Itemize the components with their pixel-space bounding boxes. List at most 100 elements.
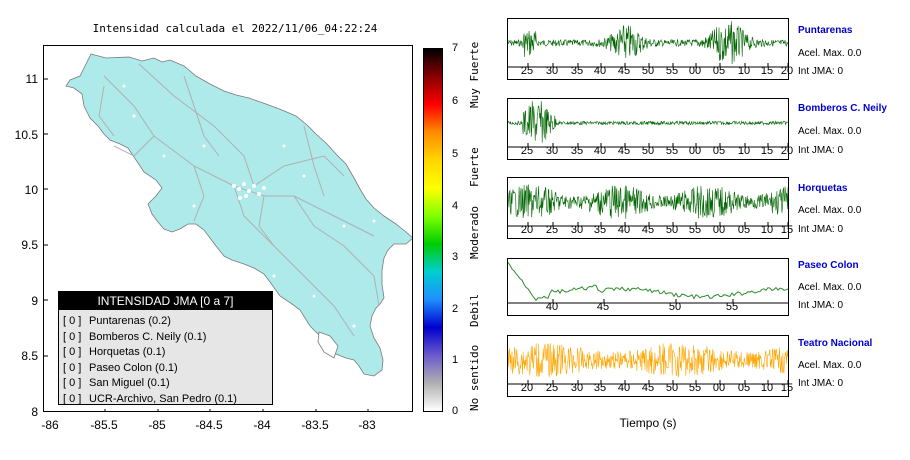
colorbar-tick: 5	[452, 148, 459, 160]
waveform-tick-label: 35	[570, 65, 584, 77]
waveform-panel	[507, 335, 789, 397]
waveform-tick-label: 25	[545, 224, 559, 236]
waveform-tick-label: 45	[617, 65, 631, 77]
colorbar-label: Debil	[468, 293, 481, 327]
waveform-tick-label: 05	[712, 145, 726, 157]
waveform-tick-label: 30	[545, 145, 559, 157]
station-accel: Acel. Max. 0.0	[798, 126, 862, 137]
waveform-tick-label: 50	[665, 224, 679, 236]
waveform-tick-label: 35	[593, 224, 607, 236]
colorbar-label: Moderado	[468, 206, 481, 260]
waveform-tick-label: 15	[760, 65, 774, 77]
waveform-tick-label: 05	[737, 382, 751, 394]
colorbar-label: No sentido	[468, 344, 481, 412]
waveform-tick-label: 55	[688, 224, 702, 236]
station-jma: Int JMA: 0	[798, 300, 844, 311]
colorbar-tick: 1	[452, 354, 459, 366]
waveform-panel	[507, 98, 789, 160]
waveform-tick-label: 35	[593, 382, 607, 394]
waveform-panel	[507, 177, 789, 239]
map-x-tick: -84.5	[195, 418, 223, 432]
waveform-tick-label: 55	[688, 382, 702, 394]
waveform-tick-label: 45	[641, 382, 655, 394]
waveform-tick-label: 55	[665, 145, 679, 157]
legend-item: [ 0 ] Paseo Colon (0.1)	[59, 361, 272, 377]
map-y-tick: 11	[25, 72, 38, 86]
station-accel: Acel. Max. 0.0	[798, 48, 862, 59]
waveform-tick-label: 10	[760, 224, 774, 236]
colorbar-tick: 3	[452, 251, 459, 263]
legend-item-level: [ 0 ]	[63, 330, 82, 343]
colorbar-label: Fuerte	[468, 147, 481, 187]
waveform-tick-label: 55	[725, 301, 739, 313]
legend-item-label: Bomberos C. Neily (0.1)	[89, 330, 207, 343]
waveform-tick-label: 40	[593, 145, 607, 157]
legend-item-level: [ 0 ]	[63, 377, 82, 389]
waveform-tick-label: 00	[688, 65, 702, 77]
colorbar-tick: 7	[452, 42, 459, 54]
waveform-trace	[508, 21, 788, 68]
station-name: Puntarenas	[798, 25, 853, 36]
waveform-tick-label: 50	[665, 382, 679, 394]
road-network	[98, 63, 380, 337]
waveform-line	[508, 262, 788, 302]
legend-item: [ 0 ] San Miguel (0.1)	[59, 376, 272, 392]
colorbar-tick: 6	[452, 95, 459, 107]
station-jma: Int JMA: 0	[798, 378, 844, 389]
waveform-tick-label: 20	[520, 382, 534, 394]
waveform-tick-label: 30	[570, 382, 584, 394]
map-x-tick: -83	[358, 418, 376, 432]
map-y-tick: 10.5	[14, 128, 38, 142]
station-accel: Acel. Max. 0.0	[798, 360, 862, 371]
waveform-tick-label: 00	[688, 145, 702, 157]
waveform-tick-label: 35	[570, 145, 584, 157]
waveform-tick-label: 20	[520, 224, 534, 236]
station-name: Horquetas	[798, 183, 848, 194]
waveform-tick-label: 40	[545, 301, 559, 313]
legend-item-level: [ 0 ]	[63, 346, 82, 358]
waveform-trace	[508, 184, 788, 227]
costa-rica-map	[44, 53, 412, 411]
legend-item-level: [ 0 ]	[63, 315, 82, 327]
waveform-tick-label: 20	[780, 145, 794, 157]
legend-item-label: Horquetas (0.1)	[89, 346, 166, 358]
map-x-tick: -84	[253, 418, 271, 432]
waveform-tick-label: 30	[570, 224, 584, 236]
intensity-legend: INTENSIDAD JMA [0 a 7] [ 0 ] Puntarenas (…	[58, 291, 273, 405]
waveform-tick-label: 25	[520, 65, 534, 77]
waveform-tick-label: 45	[617, 145, 631, 157]
waveform-trace	[508, 343, 788, 385]
colorbar-tick: 0	[452, 405, 459, 417]
waveform-trace	[508, 101, 788, 148]
legend-item-label: Paseo Colon (0.1)	[89, 361, 178, 374]
legend-item-label: Puntarenas (0.2)	[89, 315, 171, 327]
waveform-tick-label: 10	[760, 382, 774, 394]
waveform-line	[508, 101, 788, 143]
waveform-tick-label: 00	[712, 224, 726, 236]
waveform-tick-label: 40	[617, 382, 631, 394]
waveform-tick-label: 20	[780, 65, 794, 77]
waveform-tick-label: 50	[668, 301, 682, 313]
waveform-tick-label: 15	[780, 382, 794, 394]
intensity-colorbar	[423, 48, 443, 412]
waveform-tick-label: 25	[520, 145, 534, 157]
waveform-panel	[507, 18, 789, 80]
legend-item: [ 0 ] Horquetas (0.1)	[59, 345, 272, 361]
legend-item-level: [ 0 ]	[63, 392, 82, 405]
waveform-tick-label: 15	[760, 145, 774, 157]
waveform-line	[508, 184, 788, 219]
waveform-line	[508, 343, 788, 378]
map-y-tick: 8	[31, 405, 38, 419]
station-name: Paseo Colon	[798, 260, 859, 271]
colorbar-label: Muy Fuerte	[468, 41, 481, 109]
waveform-tick-label: 50	[641, 145, 655, 157]
station-name: Teatro Nacional	[798, 338, 873, 349]
waveform-tick-label: 30	[545, 65, 559, 77]
map-x-tick: -85.5	[90, 418, 118, 432]
map-title: Intensidad calculada el 2022/11/06_04:22…	[92, 22, 378, 35]
legend-item: [ 0 ] UCR-Archivo, San Pedro (0.1)	[59, 392, 272, 408]
map-x-tick: -85	[148, 418, 166, 432]
time-axis-label: Tiempo (s)	[619, 416, 677, 430]
map-x-tick: -83.5	[301, 418, 329, 432]
